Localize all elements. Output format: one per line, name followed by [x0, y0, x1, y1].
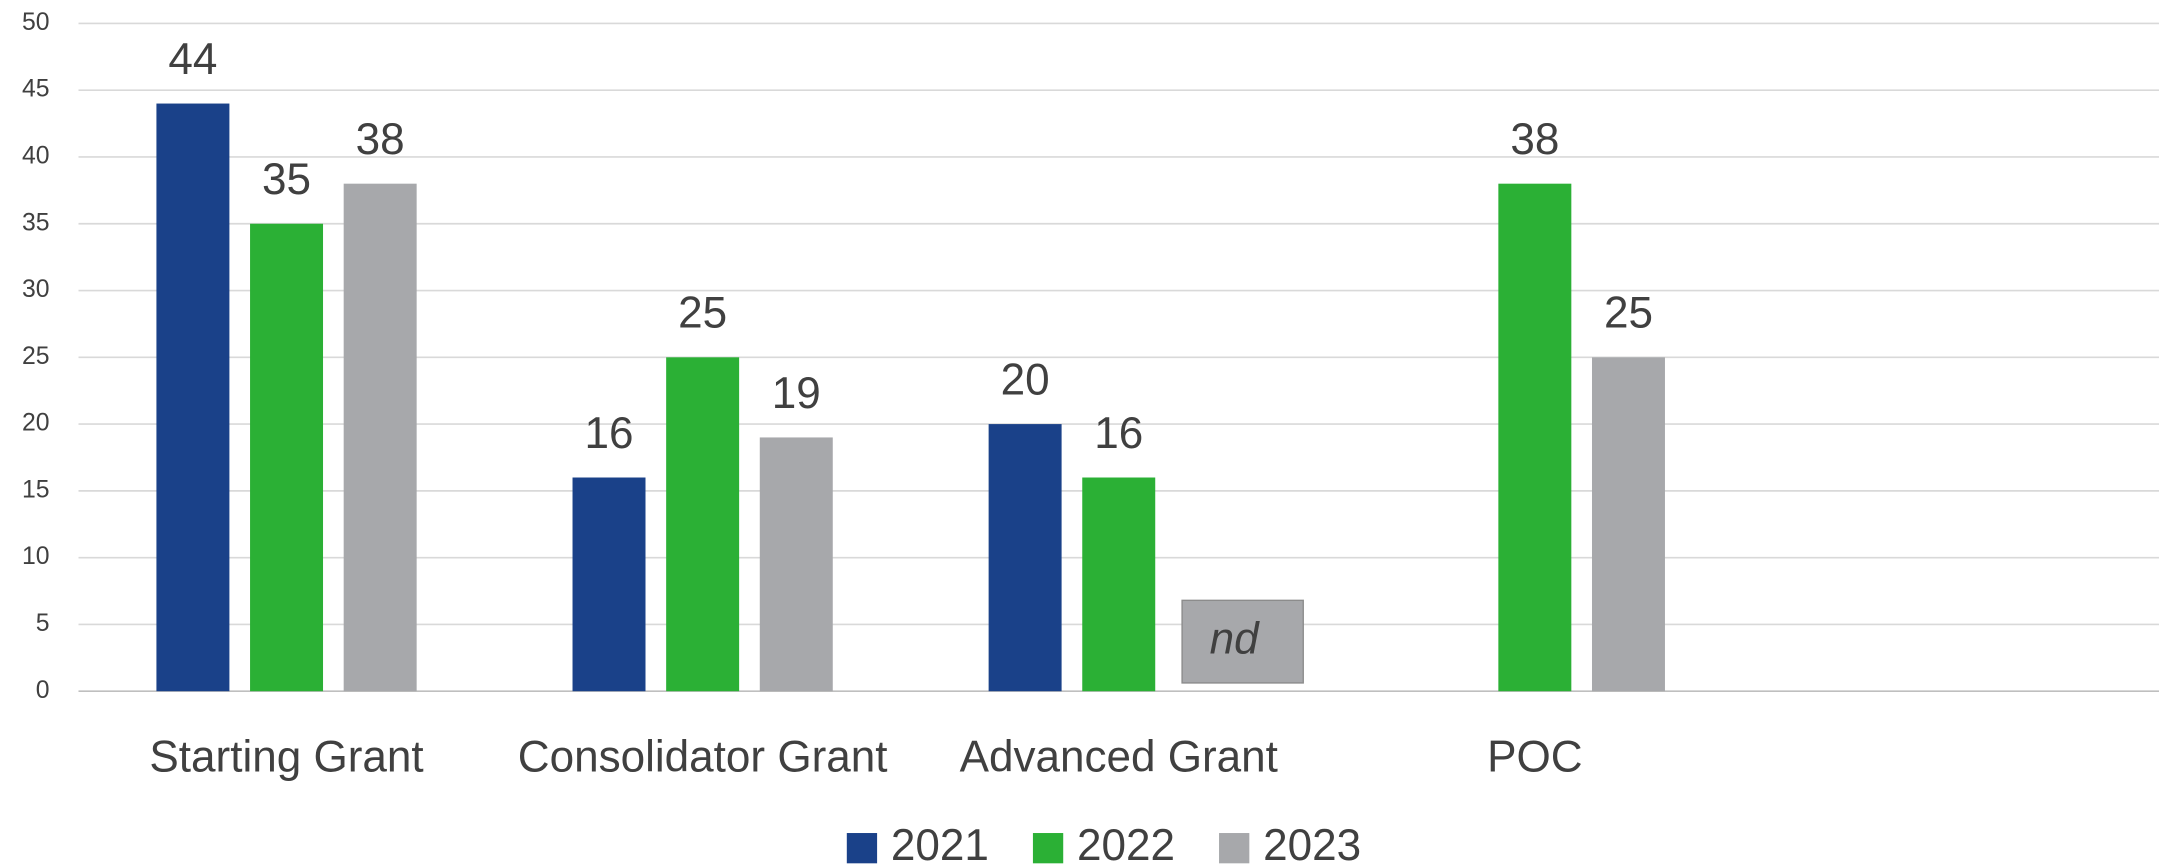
value-label: 16 [1094, 409, 1143, 458]
bar [1082, 477, 1156, 692]
y-tick-label: 5 [36, 610, 50, 637]
bar [156, 103, 230, 692]
value-label: 35 [262, 155, 311, 204]
value-label: 44 [168, 35, 217, 84]
y-tick-label: 50 [22, 9, 50, 36]
y-tick-label: 45 [22, 76, 50, 103]
value-label: 19 [772, 369, 821, 418]
bar [1498, 183, 1572, 692]
legend-label: 2022 [1077, 821, 1175, 868]
value-label: 38 [1510, 115, 1559, 164]
y-tick-label: 10 [22, 543, 50, 570]
bar [343, 183, 417, 692]
y-tick-label: 0 [36, 677, 50, 704]
bar [666, 357, 740, 692]
value-label: 38 [356, 115, 405, 164]
value-label: 16 [585, 409, 634, 458]
bar [988, 424, 1062, 692]
no-data-label: nd [1210, 614, 1260, 663]
bar [759, 437, 833, 692]
legend-label: 2023 [1263, 821, 1361, 868]
x-tick-label: Advanced Grant [960, 733, 1278, 782]
bar [250, 223, 324, 692]
legend-label: 2021 [891, 821, 989, 868]
legend-swatch [1219, 833, 1250, 864]
bar [1591, 357, 1665, 692]
y-tick-label: 20 [22, 410, 50, 437]
y-tick-label: 40 [22, 143, 50, 170]
x-tick-label: Starting Grant [149, 733, 423, 782]
y-tick-label: 30 [22, 276, 50, 303]
y-tick-label: 35 [22, 209, 50, 236]
legend-swatch [1032, 833, 1064, 864]
legend-swatch [846, 833, 878, 864]
x-tick-label: POC [1487, 733, 1582, 782]
y-tick-label: 25 [22, 343, 50, 370]
value-label: 20 [1001, 355, 1050, 404]
value-label: 25 [678, 289, 727, 338]
bar [572, 477, 646, 692]
value-label: 25 [1604, 289, 1653, 338]
no-data-box [1181, 599, 1304, 684]
x-tick-label: Consolidator Grant [518, 733, 888, 782]
y-tick-label: 15 [22, 476, 50, 503]
